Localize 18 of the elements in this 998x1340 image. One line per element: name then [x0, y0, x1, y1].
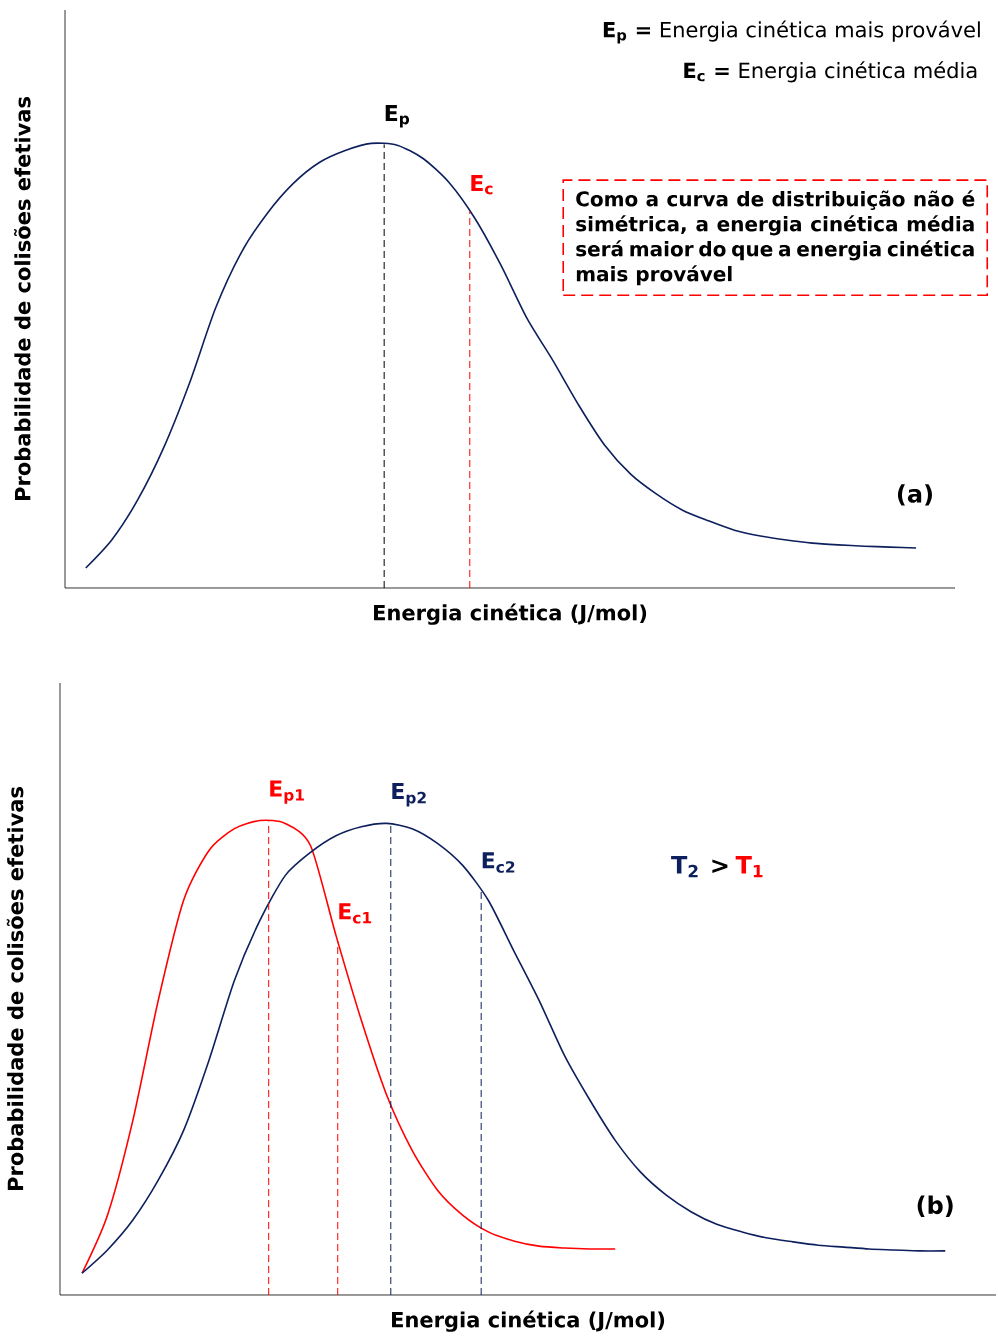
annotation: T$_{1}$: [735, 855, 763, 878]
annotation: (a): [897, 484, 932, 506]
text: E$_{p}$: [385, 105, 410, 128]
text: E$_{c}$ = Energia cinética média: [684, 61, 977, 83]
text: E$_{p2}$: [392, 782, 426, 807]
text: E$_{p}$ = Energia cinética mais provável: [603, 20, 980, 44]
annotation: Como a curva de distribuição não é simétrica, a energia cinética média será maior do que a energia cinética mais provável: [576, 190, 975, 286]
annotation: E$_{c}$: [471, 175, 493, 195]
x-axis-title: Energia cinética (J/mol): [374, 603, 647, 625]
y-axis-title: Probabilidade de colisões efetivas: [13, 97, 31, 500]
annotation: (b): [917, 1195, 953, 1217]
annotation: E$_{c1}$: [339, 903, 372, 924]
text: E$_{p1}$: [270, 780, 304, 804]
annotation: T$_{2}$: [671, 855, 698, 878]
annotation: E$_{c2}$: [482, 852, 515, 873]
y-axis-title: Probabilidade de colisões efetivas: [6, 787, 24, 1190]
annotation: >: [712, 859, 728, 874]
x-axis-title: Energia cinética (J/mol): [392, 1310, 665, 1332]
